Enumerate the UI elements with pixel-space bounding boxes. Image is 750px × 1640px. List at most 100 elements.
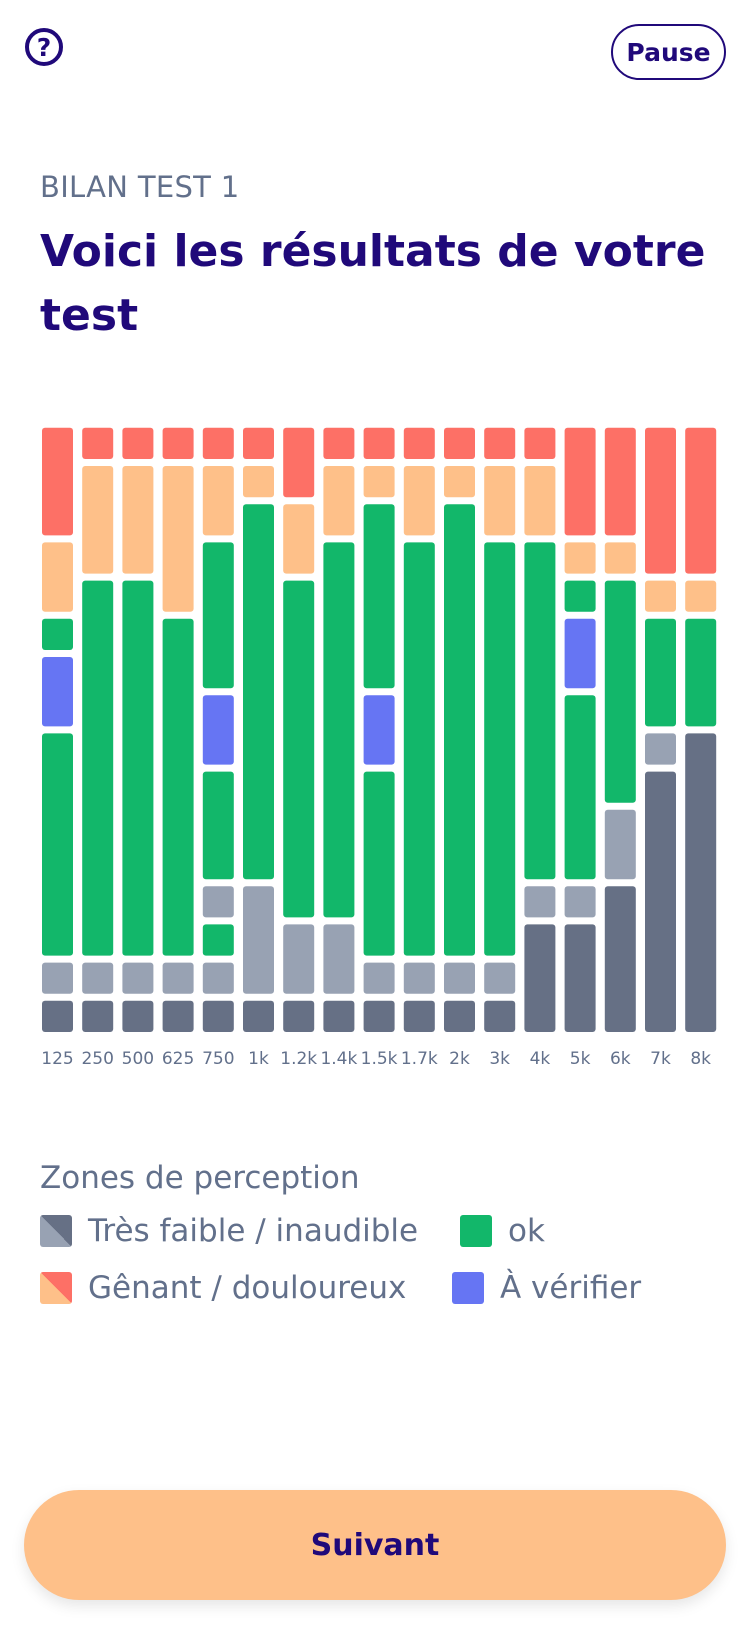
grid-cell — [42, 657, 73, 727]
grid-cell — [645, 733, 676, 765]
grid-cell — [122, 1000, 154, 1032]
frequency-tick-label: 1.2k — [280, 1049, 317, 1069]
grid-cell — [42, 1000, 73, 1032]
grid-cell — [283, 924, 315, 994]
grid-cell — [42, 618, 73, 650]
frequency-tick-label: 7k — [650, 1049, 671, 1069]
grid-cell — [202, 886, 234, 918]
grid-cell — [82, 580, 114, 956]
legend-item-to-check: À vérifier — [452, 1270, 641, 1306]
legend-swatch-to-check — [452, 1272, 484, 1304]
grid-cell — [243, 1000, 274, 1032]
grid-cell — [524, 542, 556, 880]
frequency-tick-label: 1.4k — [320, 1049, 357, 1069]
grid-cell — [283, 427, 315, 498]
grid-cell — [564, 886, 596, 918]
grid-cell — [162, 1000, 194, 1032]
grid-cell — [403, 962, 435, 994]
grid-cell — [645, 580, 676, 612]
next-button[interactable]: Suivant — [24, 1490, 726, 1600]
grid-cell — [323, 1000, 355, 1032]
grid-cell — [162, 962, 194, 994]
grid-cell — [444, 962, 475, 994]
frequency-tick-label: 6k — [610, 1049, 631, 1069]
grid-cell — [685, 580, 717, 612]
grid-cell — [202, 466, 234, 536]
grid-cell — [202, 695, 234, 765]
grid-cell — [283, 580, 315, 918]
grid-cell — [363, 504, 395, 689]
grid-cell — [243, 886, 274, 994]
grid-cell — [484, 542, 516, 956]
frequency-tick-label: 625 — [162, 1049, 194, 1069]
legend-item-ok: ok — [460, 1213, 545, 1249]
grid-cell — [685, 427, 717, 574]
grid-cell — [484, 1000, 516, 1032]
grid-cell — [42, 733, 73, 956]
grid-cell — [524, 466, 556, 536]
grid-cell — [283, 1000, 315, 1032]
frequency-tick-label: 250 — [81, 1049, 113, 1069]
grid-cell — [162, 618, 194, 956]
grid-cell — [604, 886, 636, 1032]
grid-cell — [363, 427, 395, 459]
legend-title: Zones de perception — [40, 1160, 360, 1196]
grid-cell — [202, 542, 234, 689]
grid-cell — [524, 427, 556, 459]
grid-cell — [202, 1000, 234, 1032]
grid-cell — [323, 427, 355, 459]
grid-cell — [484, 962, 516, 994]
frequency-tick-label: 2k — [449, 1049, 470, 1069]
legend-label-annoying: Gênant / douloureux — [88, 1270, 407, 1306]
frequency-tick-label: 4k — [530, 1049, 551, 1069]
grid-cell — [42, 427, 73, 536]
grid-cell — [363, 962, 395, 994]
grid-cell — [564, 580, 596, 612]
grid-cell — [564, 924, 596, 1032]
grid-cell — [323, 466, 355, 536]
frequency-tick-label: 5k — [570, 1049, 591, 1069]
pause-button[interactable]: Pause — [611, 24, 726, 80]
grid-cell — [363, 695, 395, 765]
grid-cell — [645, 427, 676, 574]
grid-cell — [444, 466, 475, 498]
grid-cell — [524, 886, 556, 918]
grid-cell — [444, 1000, 475, 1032]
grid-cell — [363, 771, 395, 956]
grid-cell — [122, 962, 154, 994]
frequency-tick-label: 1k — [248, 1049, 269, 1069]
grid-cell — [82, 1000, 114, 1032]
grid-cell — [403, 542, 435, 956]
grid-cell — [323, 542, 355, 918]
grid-cell — [645, 618, 676, 727]
grid-cell — [564, 618, 596, 689]
legend-swatch-very-weak — [40, 1215, 72, 1247]
perception-grid-chart: 125 250 500 625 750 1k 1.2k 1.4k 1.5k 1.7k 2k 3k 4k 5… — [41, 427, 717, 1069]
frequency-tick-label: 3k — [489, 1049, 510, 1069]
grid-cell — [685, 618, 717, 727]
grid-cell — [202, 427, 234, 459]
grid-cell — [202, 962, 234, 994]
grid-cell — [645, 771, 676, 1032]
grid-cell — [604, 580, 636, 803]
grid-cell — [283, 504, 315, 574]
grid-cell — [604, 542, 636, 574]
grid-cell — [403, 1000, 435, 1032]
grid-cell — [42, 542, 73, 612]
grid-cell — [363, 466, 395, 498]
grid-cell — [444, 504, 475, 956]
grid-cell — [122, 466, 154, 574]
grid-cell — [82, 962, 114, 994]
legend-swatch-ok — [460, 1215, 492, 1247]
legend-label-very-weak: Très faible / inaudible — [88, 1213, 419, 1249]
grid-cell — [363, 1000, 395, 1032]
grid-cell — [42, 962, 73, 994]
grid-cell — [604, 809, 636, 880]
grid-cell — [403, 427, 435, 459]
grid-cell — [484, 427, 516, 459]
grid-cell — [444, 427, 475, 459]
help-button[interactable]: ? — [25, 28, 63, 66]
grid-cell — [243, 466, 274, 498]
grid-cell — [162, 466, 194, 612]
grid-cell — [564, 695, 596, 880]
